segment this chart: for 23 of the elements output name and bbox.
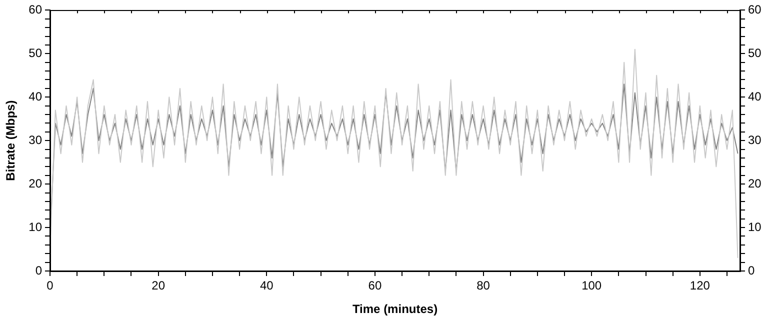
y2-tick-label: 40 xyxy=(748,89,762,104)
x-tick-label: 60 xyxy=(368,278,382,293)
y-tick-label: 60 xyxy=(28,2,42,17)
x-tick-label: 120 xyxy=(690,278,710,293)
y2-tick-label: 50 xyxy=(748,46,762,60)
y-axis-title: Bitrate (Mbps) xyxy=(4,100,18,181)
y-tick-label: 50 xyxy=(28,46,42,60)
x-tick-label: 40 xyxy=(260,278,274,293)
y-tick-label: 0 xyxy=(35,263,42,278)
y-tick-label: 10 xyxy=(28,220,42,234)
x-tick-label: 0 xyxy=(46,278,54,293)
x-axis-title: Time (minutes) xyxy=(352,302,438,316)
y2-tick-label: 20 xyxy=(748,176,762,190)
x-tick-label: 20 xyxy=(152,278,166,293)
y2-tick-label: 30 xyxy=(748,132,762,147)
y-tick-label: 40 xyxy=(28,89,42,104)
y-tick-label: 20 xyxy=(28,176,42,190)
y-tick-label: 30 xyxy=(28,132,42,147)
y2-tick-label: 60 xyxy=(748,2,762,17)
y2-tick-label: 0 xyxy=(748,263,755,278)
y2-tick-label: 10 xyxy=(748,220,762,234)
x-tick-label: 100 xyxy=(582,278,602,293)
x-tick-label: 80 xyxy=(476,278,490,293)
